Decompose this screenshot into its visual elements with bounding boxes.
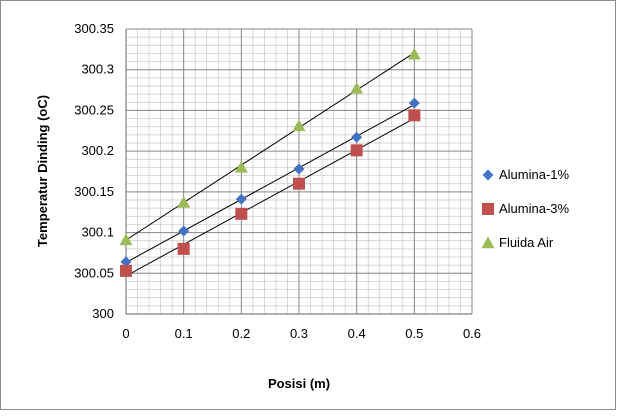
data-points [119,47,421,277]
data-point [120,264,132,277]
data-point [293,163,305,175]
y-tick-label: 300 [92,306,114,321]
y-tick-label: 300.1 [81,225,114,240]
data-point [407,47,421,60]
legend-marker [481,236,495,249]
data-point [178,225,190,237]
data-point [408,97,420,109]
data-point [292,119,306,132]
legend-label: Alumina-1% [499,167,570,182]
data-point [408,109,421,122]
data-point [234,160,248,173]
y-tick-label: 300.25 [74,102,114,117]
data-point [177,195,191,208]
data-point [120,256,132,268]
data-point [119,233,133,246]
y-axis-label: Temperatur Dinding (oC) [35,95,50,247]
legend-label: Alumina-3% [499,201,570,216]
trendline [125,52,415,241]
tick-labels: 0 0.1 0.2 0.3 0.4 0.5 0.6 300 300.05 300.1 300.15 3… [74,21,481,341]
x-tick-label: 0 [122,326,129,341]
legend-label: Fluida Air [499,235,554,250]
x-tick-label: 0.2 [232,326,250,341]
trendline [125,104,415,263]
data-point [177,242,190,255]
data-point [350,144,363,157]
x-tick-label: 0.6 [463,326,481,341]
x-tick-label: 0.1 [175,326,193,341]
data-point [350,81,364,94]
data-point [235,193,247,205]
trendline [125,117,415,277]
data-point [293,177,305,190]
data-point [235,207,248,220]
y-tick-label: 300.05 [74,265,114,280]
y-tick-label: 300.2 [81,143,114,158]
y-tick-label: 300.3 [81,62,114,77]
legend-marker [482,203,494,215]
legend-marker [482,169,494,181]
x-tick-label: 0.3 [290,326,308,341]
x-axis-label: Posisi (m) [268,376,330,391]
trendlines [125,52,415,277]
y-tick-label: 300.35 [74,21,114,36]
x-tick-label: 0.4 [348,326,366,341]
data-point [351,131,363,143]
x-tick-label: 0.5 [405,326,423,341]
y-tick-label: 300.15 [74,184,114,199]
legend: Alumina-1% Alumina-3% Fluida Air [481,167,570,250]
